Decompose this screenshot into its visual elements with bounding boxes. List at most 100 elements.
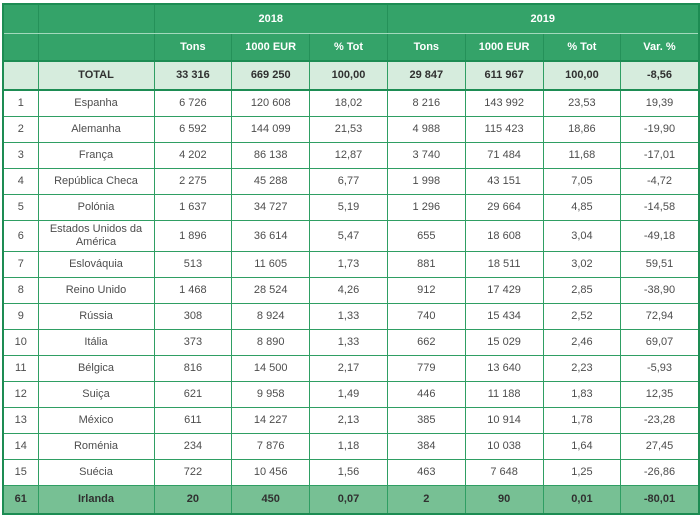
table-row: 2 Alemanha 6 592 144 099 21,53 4 988 115 423 18…: [2, 116, 700, 143]
value-cell-2: 12,87: [309, 142, 388, 169]
country-cell: Reino Unido: [37, 277, 155, 304]
value-cell-1: 28 524: [231, 277, 311, 304]
value-cell-2: 1,56: [309, 459, 388, 486]
year-2018-header: 2018: [153, 4, 388, 34]
value-cell-5: 1,25: [542, 459, 622, 486]
value-cell-6: 12,35: [620, 381, 700, 408]
value-cell-1: 120 608: [231, 89, 311, 117]
rank-cell: 3: [2, 142, 39, 169]
value-cell-5: 18,86: [542, 116, 622, 143]
country-subheader-blank: [37, 33, 155, 62]
footer-row-irlanda: 61 Irlanda 20 450 0,07 2 90 0,01 -80,01: [2, 485, 700, 515]
value-cell-5: 100,00: [542, 60, 622, 91]
rank-cell: 9: [2, 303, 39, 330]
value-cell-1: 7 876: [231, 433, 311, 460]
table-row: 8 Reino Unido 1 468 28 524 4,26 912 17 429 2,85…: [2, 277, 700, 304]
value-cell-2: 18,02: [309, 89, 388, 117]
rank-cell: 61: [2, 485, 39, 515]
value-cell-6: -38,90: [620, 277, 700, 304]
value-cell-0: 33 316: [153, 60, 233, 91]
value-cell-6: -4,72: [620, 168, 700, 195]
col-header-tons-2019: Tons: [386, 33, 466, 62]
rank-cell: 12: [2, 381, 39, 408]
country-cell: Estados Unidos da América: [37, 220, 155, 252]
value-cell-5: 2,46: [542, 329, 622, 356]
table-row: 7 Eslováquia 513 11 605 1,73 881 18 511 3,02 59,…: [2, 251, 700, 278]
value-cell-0: 621: [153, 381, 233, 408]
rank-cell: 10: [2, 329, 39, 356]
value-cell-4: 13 640: [464, 355, 544, 382]
rank-cell: [2, 60, 39, 91]
col-header-eur-2019: 1000 EUR: [464, 33, 544, 62]
trade-table: 2018 2019 Tons 1000 EUR % Tot Tons 1000 …: [2, 3, 700, 515]
value-cell-3: 2: [386, 485, 466, 515]
value-cell-3: 881: [386, 251, 466, 278]
value-cell-0: 1 896: [153, 220, 233, 252]
value-cell-6: 72,94: [620, 303, 700, 330]
country-cell: Itália: [37, 329, 155, 356]
value-cell-5: 1,64: [542, 433, 622, 460]
value-cell-0: 1 637: [153, 194, 233, 221]
value-cell-2: 6,77: [309, 168, 388, 195]
value-cell-3: 384: [386, 433, 466, 460]
value-cell-3: 3 740: [386, 142, 466, 169]
value-cell-6: -5,93: [620, 355, 700, 382]
value-cell-0: 1 468: [153, 277, 233, 304]
value-cell-4: 17 429: [464, 277, 544, 304]
year-2019-header: 2019: [386, 4, 700, 34]
value-cell-2: 5,47: [309, 220, 388, 252]
value-cell-0: 6 726: [153, 89, 233, 117]
col-header-tons-2018: Tons: [153, 33, 233, 62]
country-header-blank: [37, 4, 155, 34]
value-cell-2: 21,53: [309, 116, 388, 143]
value-cell-6: -8,56: [620, 60, 700, 91]
table-row: 14 Roménia 234 7 876 1,18 384 10 038 1,64 27,45: [2, 433, 700, 460]
table-row: 4 República Checa 2 275 45 288 6,77 1 998 43 1…: [2, 168, 700, 195]
value-cell-4: 15 434: [464, 303, 544, 330]
country-cell: Suécia: [37, 459, 155, 486]
col-header-pct-2019: % Tot: [542, 33, 622, 62]
country-cell: Bélgica: [37, 355, 155, 382]
value-cell-4: 18 608: [464, 220, 544, 252]
country-cell: França: [37, 142, 155, 169]
rank-cell: 14: [2, 433, 39, 460]
value-cell-3: 912: [386, 277, 466, 304]
value-cell-3: 1 296: [386, 194, 466, 221]
rank-cell: 15: [2, 459, 39, 486]
value-cell-1: 11 605: [231, 251, 311, 278]
value-cell-4: 10 038: [464, 433, 544, 460]
value-cell-6: -23,28: [620, 407, 700, 434]
value-cell-1: 144 099: [231, 116, 311, 143]
value-cell-3: 1 998: [386, 168, 466, 195]
value-cell-4: 15 029: [464, 329, 544, 356]
value-cell-5: 4,85: [542, 194, 622, 221]
value-cell-4: 143 992: [464, 89, 544, 117]
value-cell-5: 3,02: [542, 251, 622, 278]
value-cell-2: 0,07: [309, 485, 388, 515]
table-row: 12 Suiça 621 9 958 1,49 446 11 188 1,83 12,35: [2, 381, 700, 408]
value-cell-2: 1,73: [309, 251, 388, 278]
value-cell-5: 0,01: [542, 485, 622, 515]
country-cell: Roménia: [37, 433, 155, 460]
col-header-eur-2018: 1000 EUR: [231, 33, 311, 62]
rank-cell: 11: [2, 355, 39, 382]
country-cell: Alemanha: [37, 116, 155, 143]
value-cell-3: 29 847: [386, 60, 466, 91]
country-cell: Suiça: [37, 381, 155, 408]
value-cell-4: 71 484: [464, 142, 544, 169]
column-header-row: Tons 1000 EUR % Tot Tons 1000 EUR % Tot …: [2, 33, 700, 62]
value-cell-0: 611: [153, 407, 233, 434]
rank-header-blank: [2, 4, 39, 34]
country-cell: México: [37, 407, 155, 434]
value-cell-4: 11 188: [464, 381, 544, 408]
rank-cell: 8: [2, 277, 39, 304]
value-cell-0: 373: [153, 329, 233, 356]
value-cell-2: 2,17: [309, 355, 388, 382]
value-cell-2: 2,13: [309, 407, 388, 434]
value-cell-3: 740: [386, 303, 466, 330]
table-row: 15 Suécia 722 10 456 1,56 463 7 648 1,25 -26,86: [2, 459, 700, 486]
value-cell-2: 100,00: [309, 60, 388, 91]
value-cell-6: -26,86: [620, 459, 700, 486]
rank-cell: 2: [2, 116, 39, 143]
value-cell-4: 29 664: [464, 194, 544, 221]
